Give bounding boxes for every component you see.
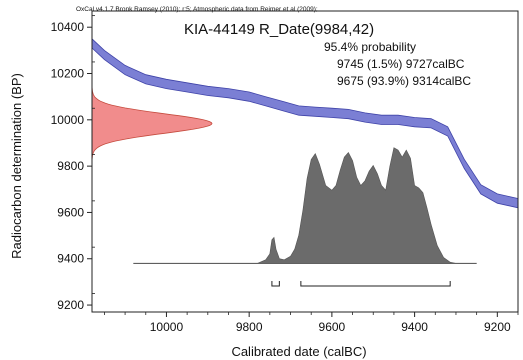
chart-header: OxCal v4.1.7 Bronk Ramsey (2010); r:5; A… (76, 6, 318, 13)
range-bracket-2 (300, 281, 451, 287)
plot-area (92, 38, 518, 287)
measurement-distribution (92, 84, 213, 163)
x-tick-label: 10000 (150, 320, 184, 334)
y-tick-label: 9600 (57, 205, 84, 219)
x-tick-label: 9800 (236, 320, 263, 334)
range-label-1: 9745 (1.5%) 9727calBC (337, 57, 465, 71)
y-tick-label: 9800 (57, 159, 84, 173)
axes: 9200 9400 9600 9800 10000 10200 10400 10000 9800… (51, 10, 519, 334)
x-tick-label: 9400 (401, 320, 428, 334)
probability-label: 95.4% probability (324, 40, 416, 54)
x-axis-label: Calibrated date (calBC) (231, 344, 366, 359)
y-tick-label: 9200 (57, 298, 84, 312)
calibrated-distribution (133, 147, 477, 264)
plot-content (92, 38, 518, 287)
y-tick-label: 10000 (51, 113, 85, 127)
range-bracket-1 (271, 281, 280, 287)
chart-title: KIA-44149 R_Date(9984,42) (184, 21, 374, 38)
y-tick-label: 10200 (51, 67, 85, 81)
range-label-2: 9675 (93.9%) 9314calBC (337, 74, 471, 88)
x-tick-label: 9600 (319, 320, 346, 334)
y-tick-label: 10400 (51, 20, 85, 34)
y-axis-label: Radiocarbon determination (BP) (9, 73, 24, 259)
plot-frame (91, 10, 519, 313)
calibration-curve-band (92, 38, 518, 209)
y-tick-label: 9400 (57, 252, 84, 266)
x-tick-label: 9200 (484, 320, 511, 334)
